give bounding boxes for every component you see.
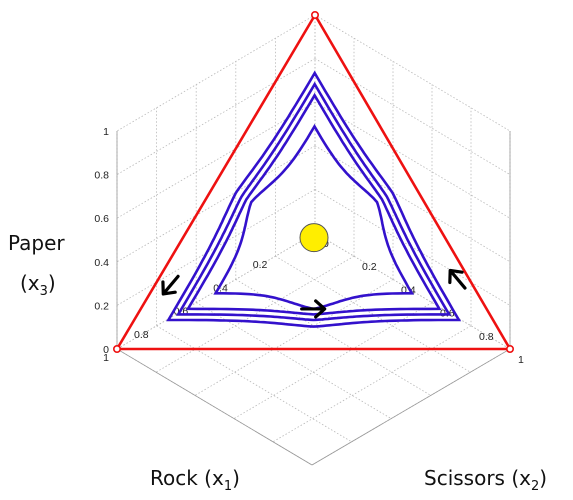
arrow-shape (448, 268, 467, 290)
paper-vertex (310, 11, 319, 20)
z-tick-label: 0.6 (94, 213, 109, 225)
z-axis-title-variable: (x3) (20, 271, 56, 299)
z-tick-label: 0 (103, 344, 109, 356)
x-tick-label: 1 (103, 352, 109, 364)
rock-vertex (113, 344, 122, 353)
grid-line-xy (272, 325, 472, 443)
x-tick-label: 0.8 (134, 329, 149, 341)
grid-line-yz (314, 101, 511, 219)
x-tick-label: 0.2 (253, 259, 268, 271)
z-tick-label: 0.4 (94, 257, 109, 269)
grid-lines (116, 14, 511, 466)
axis-edge (116, 348, 313, 466)
y-tick-label: 0.2 (362, 261, 377, 273)
y-axis-title: Scissors (x2) (424, 466, 547, 494)
grid-line-yz (314, 14, 511, 132)
arrow-left-edge (161, 274, 180, 296)
x-axis-title: Rock (x1) (150, 466, 240, 494)
grid-line-xz (116, 14, 316, 132)
y-tick-label: 1 (518, 354, 524, 366)
simplex-edges (115, 13, 512, 351)
z-tick-label: 1 (103, 126, 109, 138)
grid-line-yz (314, 232, 511, 350)
trajectory (185, 92, 442, 316)
simplex-triangle (113, 11, 514, 353)
trajectory (175, 81, 452, 322)
grid-line-xz (116, 58, 316, 175)
arrow-shape (300, 299, 327, 319)
scissors-vertex (505, 344, 514, 353)
grid-line-xz (116, 145, 316, 263)
grid-line-xy (275, 255, 471, 373)
grid-line-yz (314, 145, 511, 263)
z-axis-title: Paper (8, 231, 65, 255)
arrow-right-edge (448, 268, 467, 290)
grid-line-xy (156, 325, 352, 443)
grid-line-yz (314, 58, 511, 175)
trajectory (213, 123, 415, 311)
grid-line-xy (235, 279, 432, 396)
grid-line-xy (195, 302, 392, 419)
y-tick-label: 0.8 (479, 331, 494, 343)
equilibrium-point (299, 223, 329, 253)
equilibrium-group (299, 223, 329, 253)
z-tick-label: 0.2 (94, 300, 109, 312)
direction-arrows (161, 268, 467, 319)
trajectory (166, 70, 462, 328)
axis-edge (311, 348, 511, 466)
arrow-shape (161, 274, 180, 296)
z-tick-label: 0.8 (94, 170, 109, 182)
arrow-bottom-edge (300, 299, 327, 319)
